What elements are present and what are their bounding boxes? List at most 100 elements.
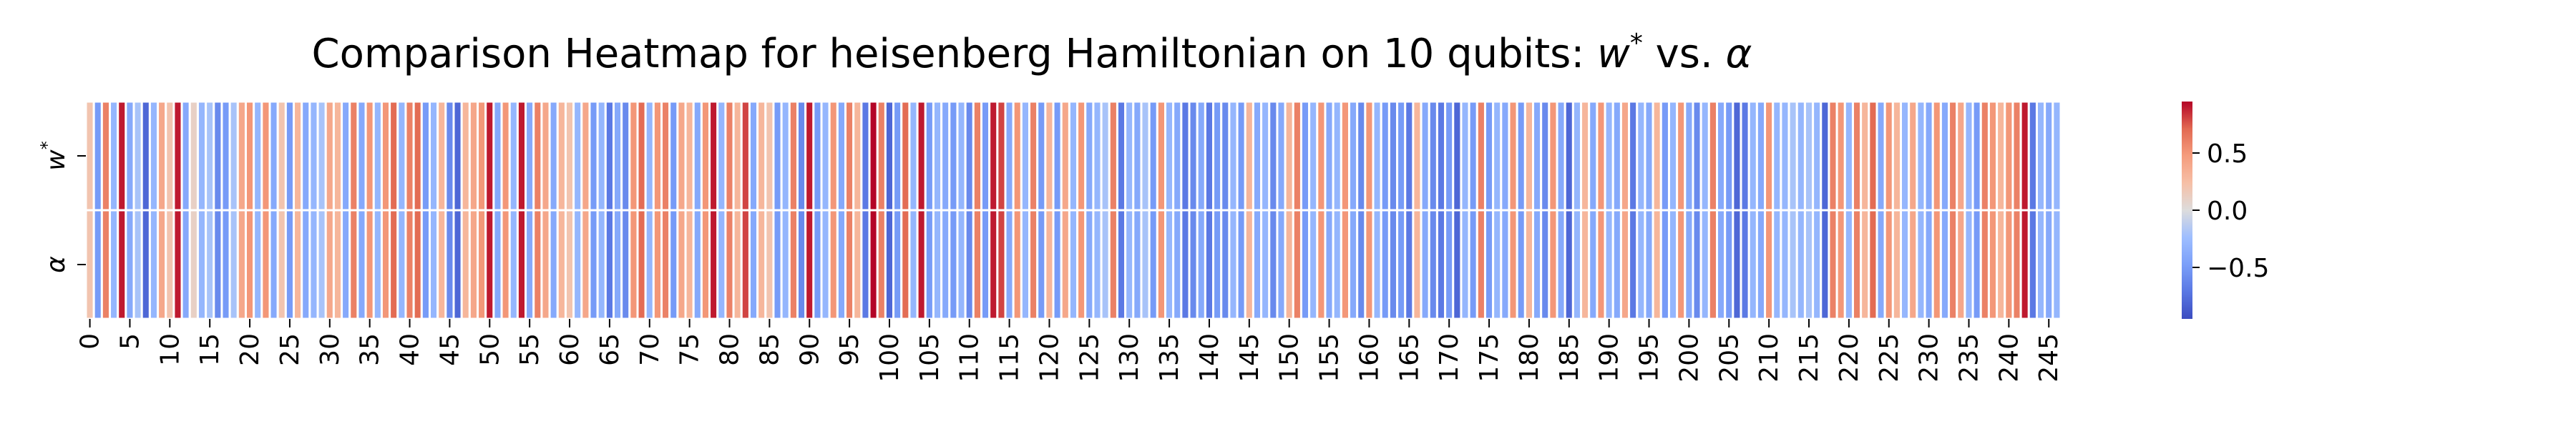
heatmap-cell — [1916, 209, 1926, 320]
x-tick-label: 200 — [1674, 333, 1704, 383]
x-tick-label: 165 — [1395, 333, 1424, 383]
heatmap-cell — [1372, 209, 1382, 320]
heatmap-cell — [1692, 209, 1702, 320]
heatmap-cell — [1292, 100, 1302, 212]
heatmap-cell — [1740, 209, 1750, 320]
heatmap-cell — [1172, 209, 1183, 320]
x-tick-label: 170 — [1435, 333, 1464, 383]
heatmap-cell — [165, 209, 175, 320]
heatmap-cell — [604, 209, 615, 320]
heatmap-cell — [996, 209, 1007, 320]
heatmap-cell — [1220, 100, 1231, 212]
heatmap-cell — [1740, 100, 1750, 212]
heatmap-cell — [820, 100, 831, 212]
heatmap-cell — [1963, 100, 1974, 212]
heatmap-cell — [780, 209, 791, 320]
heatmap-cell — [380, 100, 391, 212]
heatmap-cell — [972, 209, 982, 320]
heatmap-cell — [1516, 100, 1526, 212]
heatmap-cell — [1372, 100, 1382, 212]
heatmap-cell — [148, 209, 160, 320]
heatmap-cell — [828, 209, 839, 320]
heatmap-cell — [1571, 100, 1583, 212]
x-tick-label: 230 — [1915, 333, 1944, 383]
heatmap-cell — [1948, 209, 1958, 320]
heatmap-cell — [380, 209, 391, 320]
x-tick-label: 110 — [955, 333, 985, 383]
x-tick-label: 130 — [1115, 333, 1144, 383]
heatmap-cell — [548, 209, 559, 320]
heatmap-cell — [253, 100, 263, 212]
heatmap-cell — [1523, 100, 1535, 212]
heatmap-cell — [293, 209, 303, 320]
heatmap-cell — [1435, 209, 1447, 320]
heatmap-cell — [1835, 209, 1846, 320]
x-tick-label: 105 — [915, 333, 945, 383]
heatmap-cell — [2027, 209, 2038, 320]
heatmap-cell — [1420, 209, 1430, 320]
heatmap-cell — [1787, 100, 1798, 212]
heatmap-cell — [1883, 209, 1894, 320]
heatmap-cell — [924, 100, 935, 212]
colorbar-tick-label: 0.5 — [2207, 139, 2248, 169]
x-tick-label: 40 — [396, 333, 425, 366]
heatmap-cell — [636, 209, 647, 320]
heatmap-cell — [244, 100, 255, 212]
heatmap-cell — [188, 209, 199, 320]
heatmap-cell — [372, 100, 383, 212]
heatmap-cell — [1404, 100, 1415, 212]
heatmap-cell — [1404, 209, 1415, 320]
heatmap-cell — [1244, 209, 1254, 320]
x-tick-label: 220 — [1835, 333, 1864, 383]
heatmap-cell — [452, 100, 463, 212]
heatmap-cell — [1948, 100, 1958, 212]
x-tick-label: 10 — [155, 333, 185, 366]
heatmap-cell — [644, 100, 655, 212]
heatmap-cell — [956, 209, 967, 320]
heatmap-cell — [172, 209, 183, 320]
heatmap-cell — [1795, 209, 1806, 320]
x-tick-label: 45 — [435, 333, 464, 366]
heatmap-cell — [940, 209, 951, 320]
heatmap-cell — [1716, 100, 1727, 212]
heatmap-cell — [1483, 100, 1495, 212]
heatmap-cell — [180, 100, 191, 212]
heatmap-cell — [1100, 209, 1111, 320]
heatmap-cell — [1124, 100, 1135, 212]
x-tick-label: 15 — [195, 333, 225, 366]
heatmap-cell — [525, 209, 535, 320]
heatmap-cell — [1156, 100, 1167, 212]
heatmap-cell — [508, 209, 519, 320]
heatmap-cell — [484, 100, 495, 212]
heatmap-cell — [1308, 100, 1319, 212]
heatmap-cell — [452, 209, 463, 320]
heatmap-cell — [932, 209, 943, 320]
heatmap-cell — [1268, 100, 1279, 212]
heatmap-cell — [1667, 209, 1679, 320]
heatmap-cell — [1916, 100, 1926, 212]
heatmap-cell — [468, 100, 479, 212]
heatmap-cell — [1108, 209, 1118, 320]
heatmap-cell — [117, 100, 127, 212]
heatmap-cell — [157, 100, 167, 212]
heatmap-cell — [988, 100, 999, 212]
heatmap-cell — [908, 209, 919, 320]
heatmap-cell — [1308, 209, 1319, 320]
heatmap-cell — [772, 100, 783, 212]
heatmap-cell — [804, 100, 815, 212]
heatmap-cell — [564, 209, 575, 320]
heatmap-cell — [2035, 100, 2046, 212]
heatmap-cell — [1772, 100, 1782, 212]
heatmap-cell — [2011, 209, 2022, 320]
heatmap-cell — [540, 209, 551, 320]
heatmap-cell — [1132, 209, 1143, 320]
heatmap-cell — [1204, 209, 1215, 320]
heatmap-cell — [1628, 209, 1639, 320]
x-tick-label: 180 — [1515, 333, 1544, 383]
heatmap-cell — [644, 209, 655, 320]
heatmap-cell — [948, 209, 959, 320]
heatmap-cells — [84, 100, 2062, 320]
heatmap-cell — [1204, 100, 1215, 212]
heatmap-cell — [1172, 100, 1183, 212]
heatmap-cell — [660, 100, 671, 212]
